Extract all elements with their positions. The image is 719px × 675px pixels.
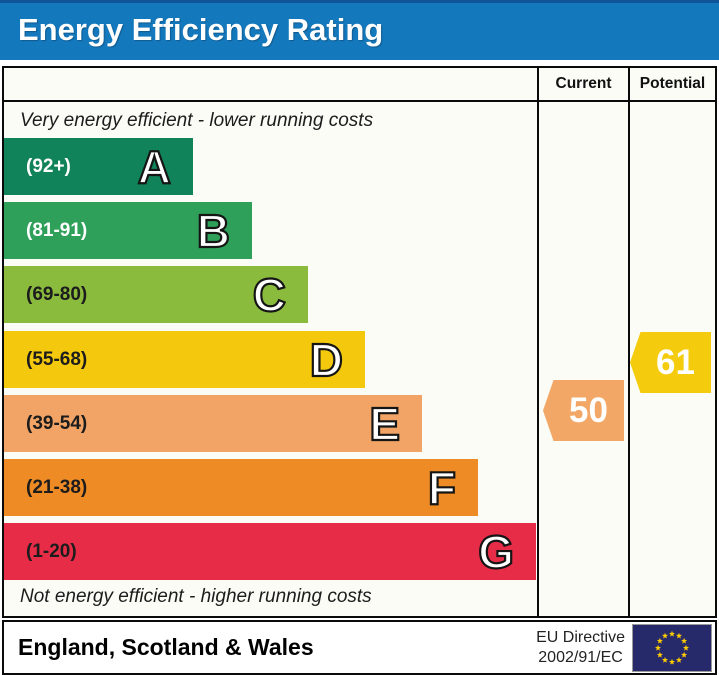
eu-directive-text: EU Directive 2002/91/EC [536, 628, 625, 668]
band-c-range-label: (69-80) [26, 283, 88, 305]
eu-directive-line2: 2002/91/EC [538, 648, 623, 666]
band-g-letter: G [477, 524, 515, 578]
eu-directive-line1: EU Directive [536, 628, 625, 646]
band-f-range-label: (21-38) [26, 476, 88, 498]
column-header-current: Current [537, 68, 628, 102]
band-e: (39-54) E [4, 395, 422, 452]
band-a-range-label: (92+) [26, 155, 71, 177]
potential-rating-arrow: 61 [630, 332, 711, 393]
column-header-potential: Potential [628, 68, 715, 102]
top-note: Very energy efficient - lower running co… [20, 110, 374, 131]
band-e-letter: E [368, 396, 401, 450]
band-c-letter: C [252, 267, 287, 321]
band-d-range-label: (55-68) [26, 348, 88, 370]
current-rating-cell: 50 [537, 102, 628, 616]
current-rating-arrow: 50 [543, 380, 624, 441]
band-e-range-label: (39-54) [26, 412, 88, 434]
band-chart-area: Very energy efficient - lower running co… [4, 102, 537, 616]
potential-rating-cell: 61 [628, 102, 715, 616]
band-d-letter: D [309, 332, 344, 386]
band-f-letter: F [427, 460, 457, 514]
region-label: England, Scotland & Wales [18, 634, 314, 660]
rating-table: Current Potential Very energy efficient … [2, 66, 717, 618]
potential-rating-value: 61 [656, 342, 695, 382]
band-d: (55-68) D [4, 331, 365, 388]
band-c: (69-80) C [4, 266, 308, 323]
current-rating-value: 50 [569, 390, 608, 430]
bottom-note: Not energy efficient - higher running co… [20, 586, 372, 607]
band-a-letter: A [137, 139, 172, 193]
band-g-range-label: (1-20) [26, 540, 77, 562]
title-bar: Energy Efficiency Rating [0, 0, 719, 60]
band-b-letter: B [196, 203, 231, 257]
band-b-range-label: (81-91) [26, 219, 88, 241]
footer-bar: England, Scotland & Wales EU Directive 2… [2, 620, 717, 675]
eu-flag-icon [632, 623, 712, 672]
header-spacer-cell [4, 68, 537, 102]
band-a: (92+) A [4, 138, 193, 195]
page-title: Energy Efficiency Rating [18, 12, 384, 47]
band-g: (1-20) G [4, 523, 536, 580]
band-f: (21-38) F [4, 459, 478, 516]
band-b: (81-91) B [4, 202, 252, 259]
